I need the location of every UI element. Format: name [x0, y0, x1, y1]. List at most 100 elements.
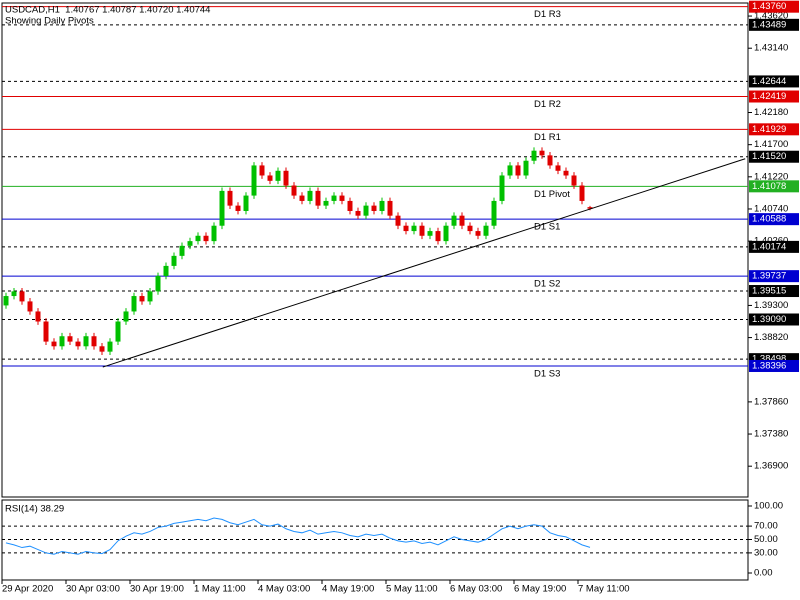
price-tag — [749, 90, 799, 103]
level-name: D1 R1 — [534, 132, 561, 143]
candle-body — [203, 235, 209, 242]
y-tick-label: 1.37380 — [754, 429, 788, 440]
candle-body — [235, 205, 241, 211]
price-tag-label: 1.40588 — [752, 214, 786, 225]
candle-body — [267, 175, 273, 181]
y-tick-label: 1.37860 — [754, 396, 788, 407]
price-tag — [749, 18, 799, 31]
price-tag — [749, 213, 799, 226]
candle-body — [427, 231, 433, 236]
candle-body — [555, 165, 561, 171]
price-tag-label: 1.43760 — [752, 1, 786, 12]
candle-body — [587, 207, 593, 209]
candle-body — [283, 170, 289, 186]
price-tag — [749, 270, 799, 283]
candle-body — [387, 200, 393, 216]
x-tick-label: 6 May 19:00 — [514, 584, 566, 595]
x-tick-label: 7 May 11:00 — [578, 584, 630, 595]
candle-body — [579, 185, 585, 201]
candle-body — [115, 321, 121, 342]
candle-body — [403, 225, 409, 232]
price-tag-label: 1.39090 — [752, 314, 786, 325]
price-tag-label: 1.41929 — [752, 124, 786, 135]
candle-body — [339, 195, 345, 201]
price-tag — [749, 123, 799, 136]
candle-body — [331, 195, 337, 201]
price-tag — [749, 180, 799, 193]
candle-body — [291, 185, 297, 196]
candle-body — [475, 231, 481, 236]
candle-body — [251, 165, 257, 196]
price-tag-label: 1.42644 — [752, 76, 786, 87]
y-tick-label: 1.39300 — [754, 300, 788, 311]
candle-body — [123, 311, 129, 322]
candle-body — [315, 190, 321, 206]
candle-body — [379, 200, 385, 211]
candle-body — [547, 155, 553, 166]
x-tick-label: 5 May 11:00 — [386, 584, 438, 595]
price-tag — [749, 75, 799, 88]
x-tick-label: 4 May 19:00 — [322, 584, 374, 595]
candle-body — [275, 170, 281, 181]
candle-body — [187, 241, 193, 246]
candle-body — [43, 321, 49, 342]
candle-body — [195, 235, 201, 242]
candle-body — [435, 231, 441, 242]
y-tick-label: 1.43620 — [754, 11, 788, 22]
candle-body — [51, 341, 57, 347]
candle-body — [563, 170, 569, 176]
candle-body — [155, 275, 161, 292]
candle-body — [107, 341, 113, 352]
candle-body — [99, 346, 105, 352]
candle-body — [139, 296, 145, 302]
candle-body — [243, 195, 249, 211]
candle-body — [227, 190, 233, 206]
candle-body — [307, 190, 313, 201]
candle-body — [27, 301, 33, 312]
x-tick-label: 4 May 03:00 — [258, 584, 310, 595]
candle-body — [483, 225, 489, 236]
candle-body — [91, 336, 97, 347]
candle-body — [179, 245, 185, 256]
candle-body — [11, 291, 17, 297]
candle-body — [3, 296, 9, 306]
candle-body — [83, 336, 89, 347]
candle-body — [219, 190, 225, 226]
price-tag-label: 1.38498 — [752, 354, 786, 365]
candle-body — [419, 225, 425, 236]
price-tag-label: 1.39515 — [752, 286, 786, 297]
rsi-tick-label: 50.00 — [754, 534, 778, 545]
level-name: D1 S1 — [534, 222, 560, 233]
y-tick-label: 1.41220 — [754, 171, 788, 182]
y-tick-label: 1.40740 — [754, 203, 788, 214]
rsi-tick-label: 30.00 — [754, 547, 778, 558]
price-tag-label: 1.41078 — [752, 181, 786, 192]
candle-body — [459, 215, 465, 226]
price-tag-label: 1.40174 — [752, 241, 786, 252]
trendline — [102, 158, 746, 368]
x-tick-label: 29 Apr 2020 — [2, 584, 53, 595]
x-tick-label: 30 Apr 03:00 — [66, 584, 120, 595]
rsi-tick-label: 70.00 — [754, 521, 778, 532]
price-tag-label: 1.39737 — [752, 271, 786, 282]
price-tag — [749, 240, 799, 253]
candle-body — [67, 336, 73, 342]
candle-body — [499, 175, 505, 201]
candle-body — [259, 165, 265, 176]
x-tick-label: 30 Apr 19:00 — [130, 584, 184, 595]
price-tag — [749, 285, 799, 298]
price-tag-label: 1.42419 — [752, 91, 786, 102]
x-tick-label: 6 May 03:00 — [450, 584, 502, 595]
level-name: D1 S2 — [534, 279, 560, 290]
candle-body — [163, 265, 169, 276]
candle-body — [211, 225, 217, 242]
candle-body — [515, 165, 521, 176]
price-tag-label: 1.43489 — [752, 19, 786, 30]
price-tag — [749, 150, 799, 163]
candle-body — [323, 200, 329, 206]
price-tag — [749, 0, 799, 13]
candle-body — [491, 200, 497, 226]
rsi-tick-label: 0.00 — [754, 568, 773, 579]
rsi-tick-label: 100.00 — [754, 501, 783, 512]
